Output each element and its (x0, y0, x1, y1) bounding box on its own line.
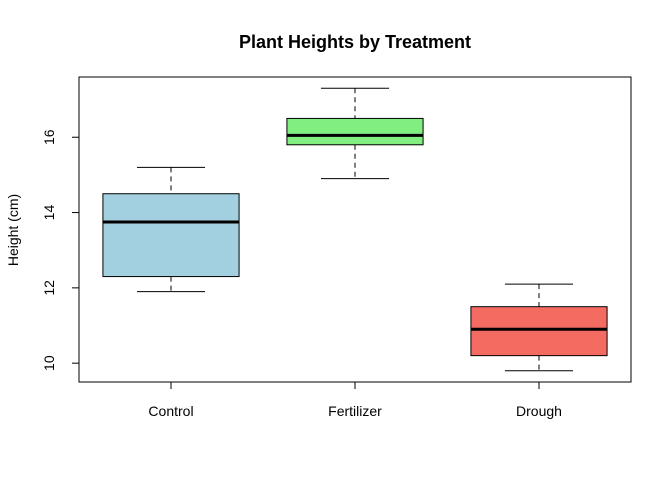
box-fertilizer (286, 87, 424, 180)
x-category-label: Control (148, 403, 193, 419)
y-axis: 10 12 14 16 (41, 129, 79, 371)
iqr-box (286, 117, 424, 146)
y-tick-label: 12 (41, 280, 57, 296)
iqr-box (470, 306, 608, 357)
plot-frame (78, 76, 632, 383)
iqr-box (102, 193, 240, 278)
y-axis-label: Height (cm) (5, 194, 21, 266)
chart-title: Plant Heights by Treatment (239, 32, 471, 52)
x-category-label: Drough (516, 403, 562, 419)
y-tick-label: 16 (41, 129, 57, 145)
boxes-group (102, 87, 608, 372)
x-axis-categories: Control Fertilizer Drough (148, 382, 562, 419)
y-tick-label: 10 (41, 355, 57, 371)
x-category-label: Fertilizer (328, 403, 382, 419)
box-drough (470, 283, 608, 372)
box-control (102, 166, 240, 293)
y-tick-label: 14 (41, 205, 57, 221)
